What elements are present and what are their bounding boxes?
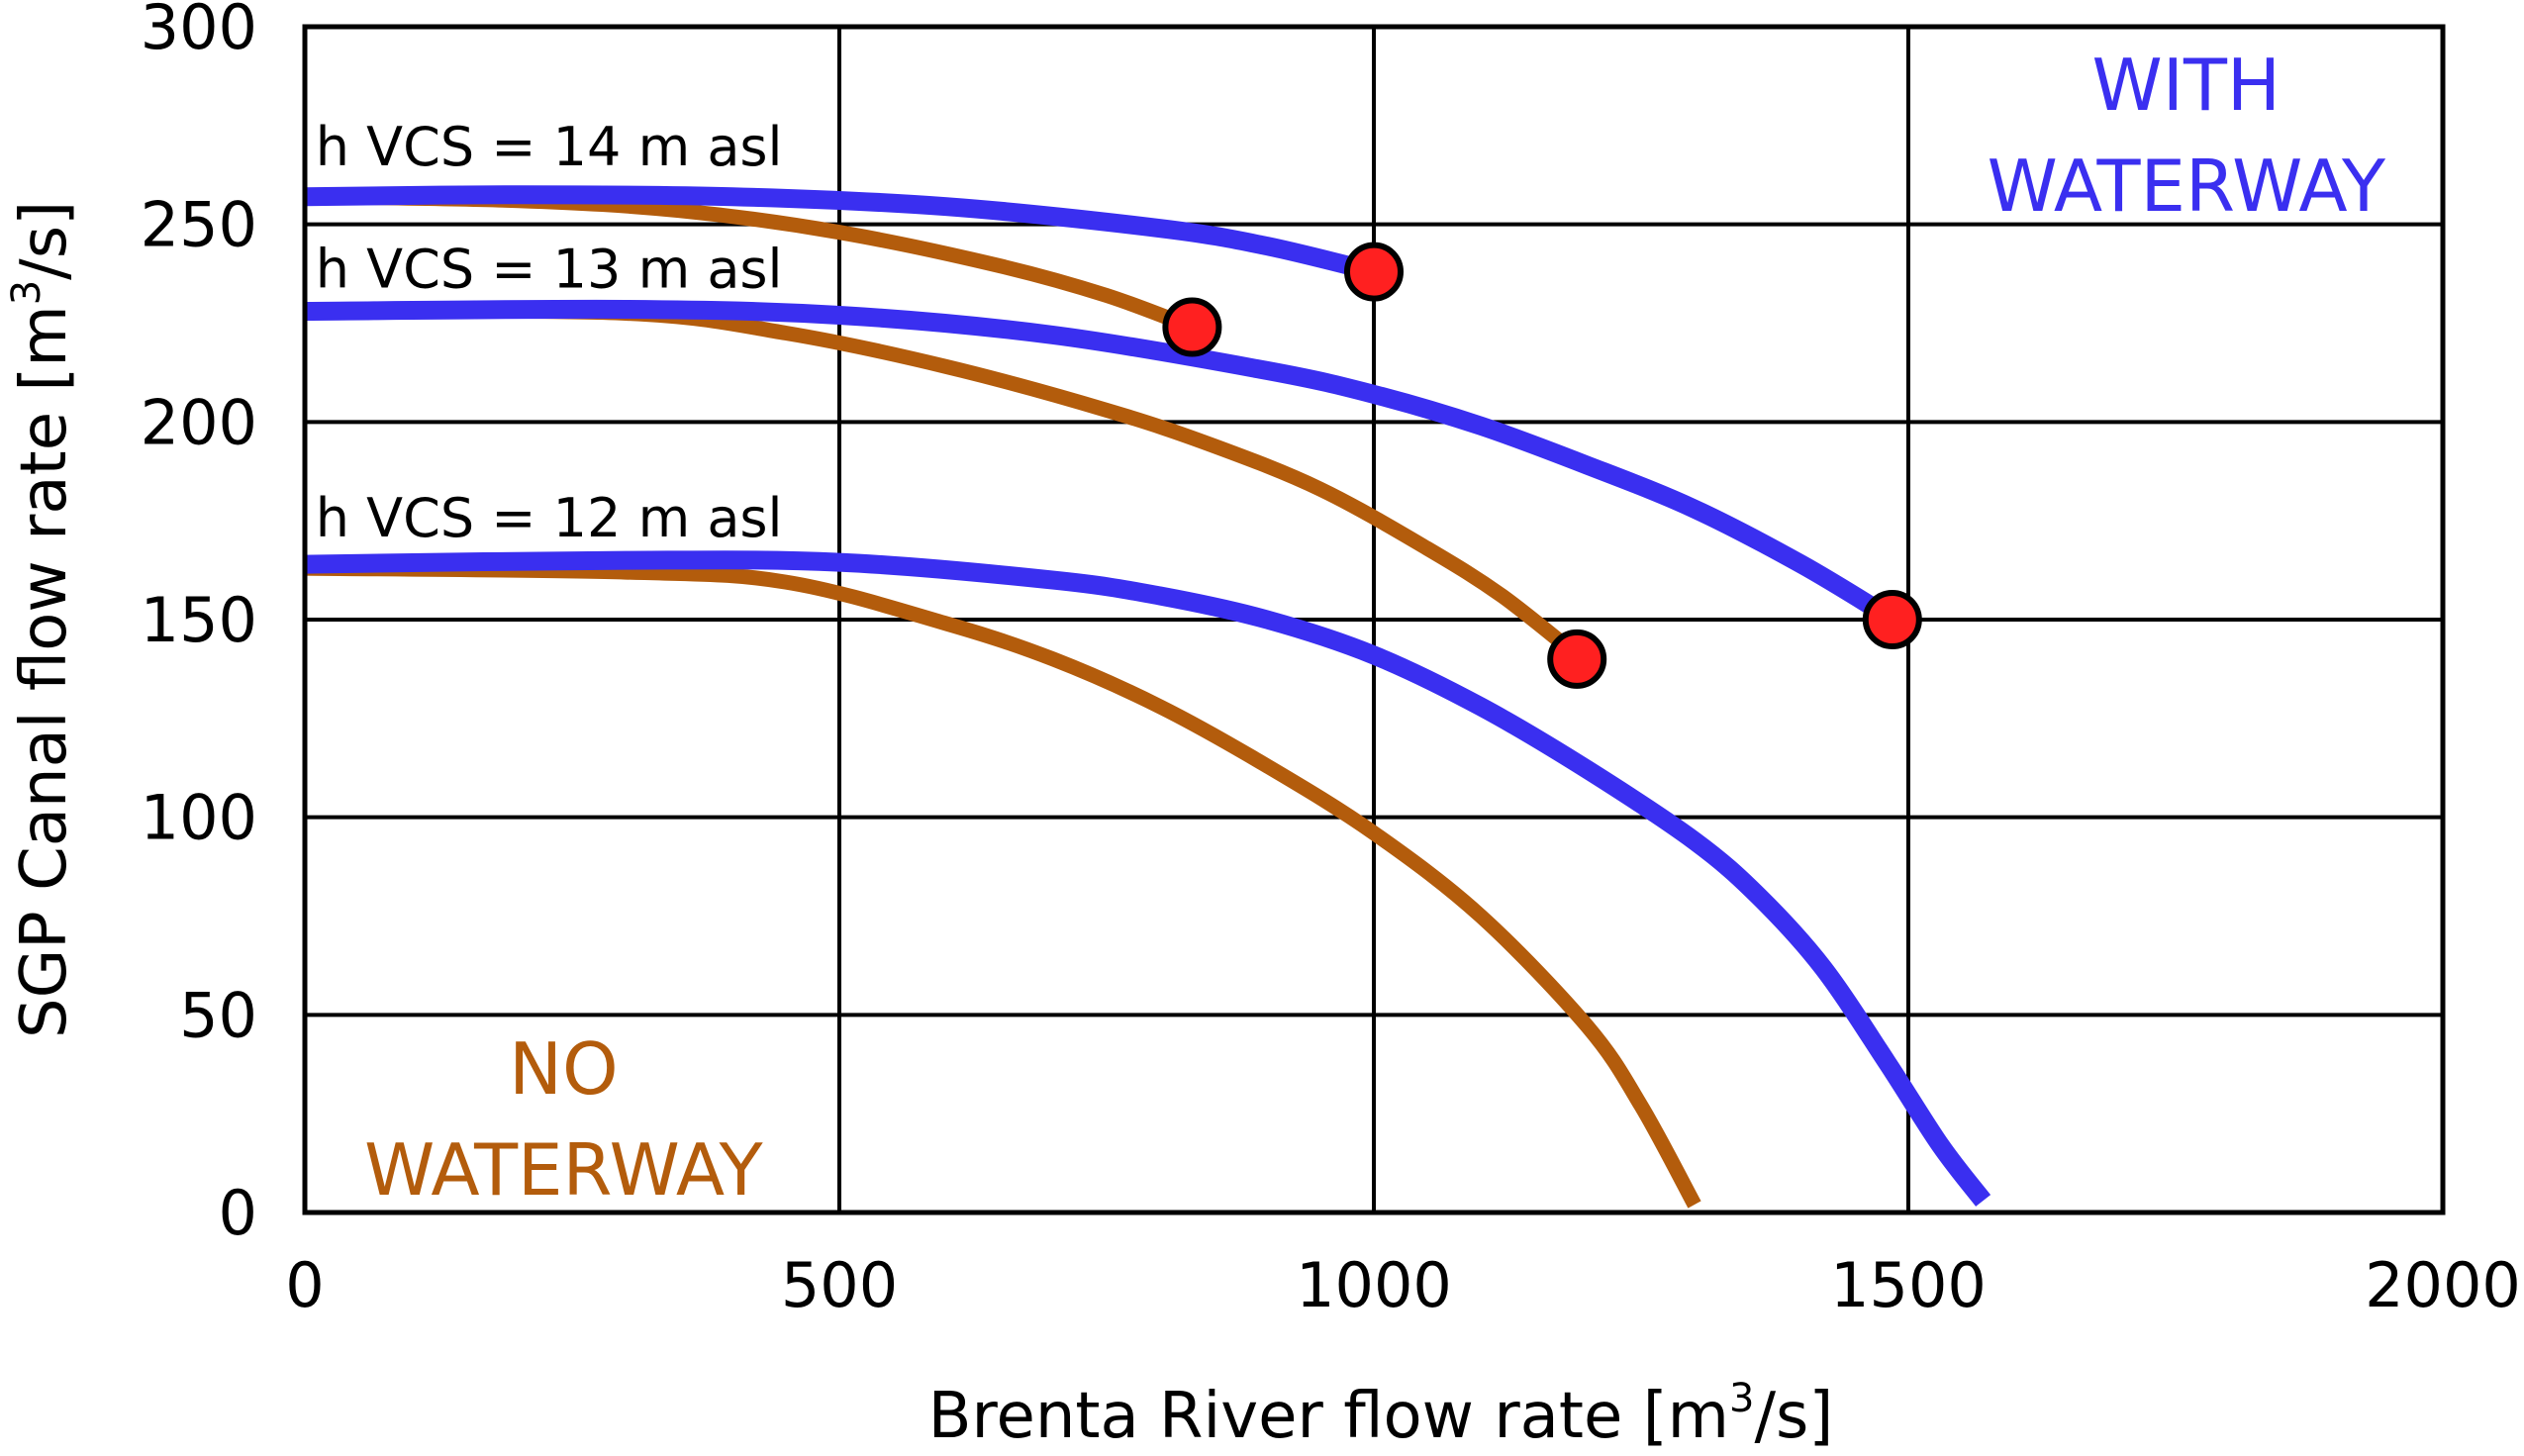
annotation-text: NO <box>509 1027 619 1111</box>
y-axis-title: SGP Canal flow rate [m3/s] <box>4 201 81 1038</box>
curve-label: h VCS = 14 m asl <box>316 116 783 178</box>
data-point-marker <box>1162 297 1222 357</box>
annotation-text: WATERWAY <box>364 1128 763 1212</box>
label-layer: h VCS = 14 m asl h VCS = 13 m asl h VCS = … <box>316 44 2386 1212</box>
annotation-text: WITH <box>2092 44 2281 127</box>
grid-layer <box>305 27 2443 1213</box>
plot-frame <box>302 24 2446 1215</box>
tick-layer: 0 500 1000 1500 2000 0 50 100 150 200 250 300 <box>141 0 2521 1321</box>
y-tick-label: 50 <box>179 979 257 1051</box>
curve-label: h VCS = 13 m asl <box>316 239 783 301</box>
series-line-no-waterway <box>304 560 1701 1209</box>
x-tick-label: 500 <box>781 1249 898 1321</box>
data-point-marker <box>1862 590 1922 649</box>
x-tick-label: 1500 <box>1830 1249 1987 1321</box>
x-axis-title: Brenta River flow rate [m3/s] <box>928 1376 1834 1452</box>
y-tick-label: 250 <box>141 189 257 261</box>
y-tick-label: 300 <box>141 0 257 63</box>
curve-label: h VCS = 12 m asl <box>316 487 783 549</box>
x-tick-label: 1000 <box>1296 1249 1452 1321</box>
y-tick-label: 100 <box>141 782 257 854</box>
y-tick-label: 0 <box>219 1177 257 1249</box>
y-tick-label: 150 <box>141 584 257 656</box>
series-line-with-waterway <box>304 185 1377 281</box>
series-line-no-waterway <box>304 303 1582 661</box>
y-tick-label: 200 <box>141 386 257 458</box>
x-tick-label: 2000 <box>2365 1249 2521 1321</box>
series-layer <box>304 185 1991 1209</box>
series-line-with-waterway <box>304 550 1991 1207</box>
x-tick-label: 0 <box>285 1249 324 1321</box>
marker-layer <box>1162 242 1922 689</box>
annotation-text: WATERWAY <box>1988 145 2386 228</box>
data-point-marker <box>1547 629 1607 689</box>
data-point-marker <box>1344 242 1404 302</box>
series-line-with-waterway <box>304 299 1893 625</box>
